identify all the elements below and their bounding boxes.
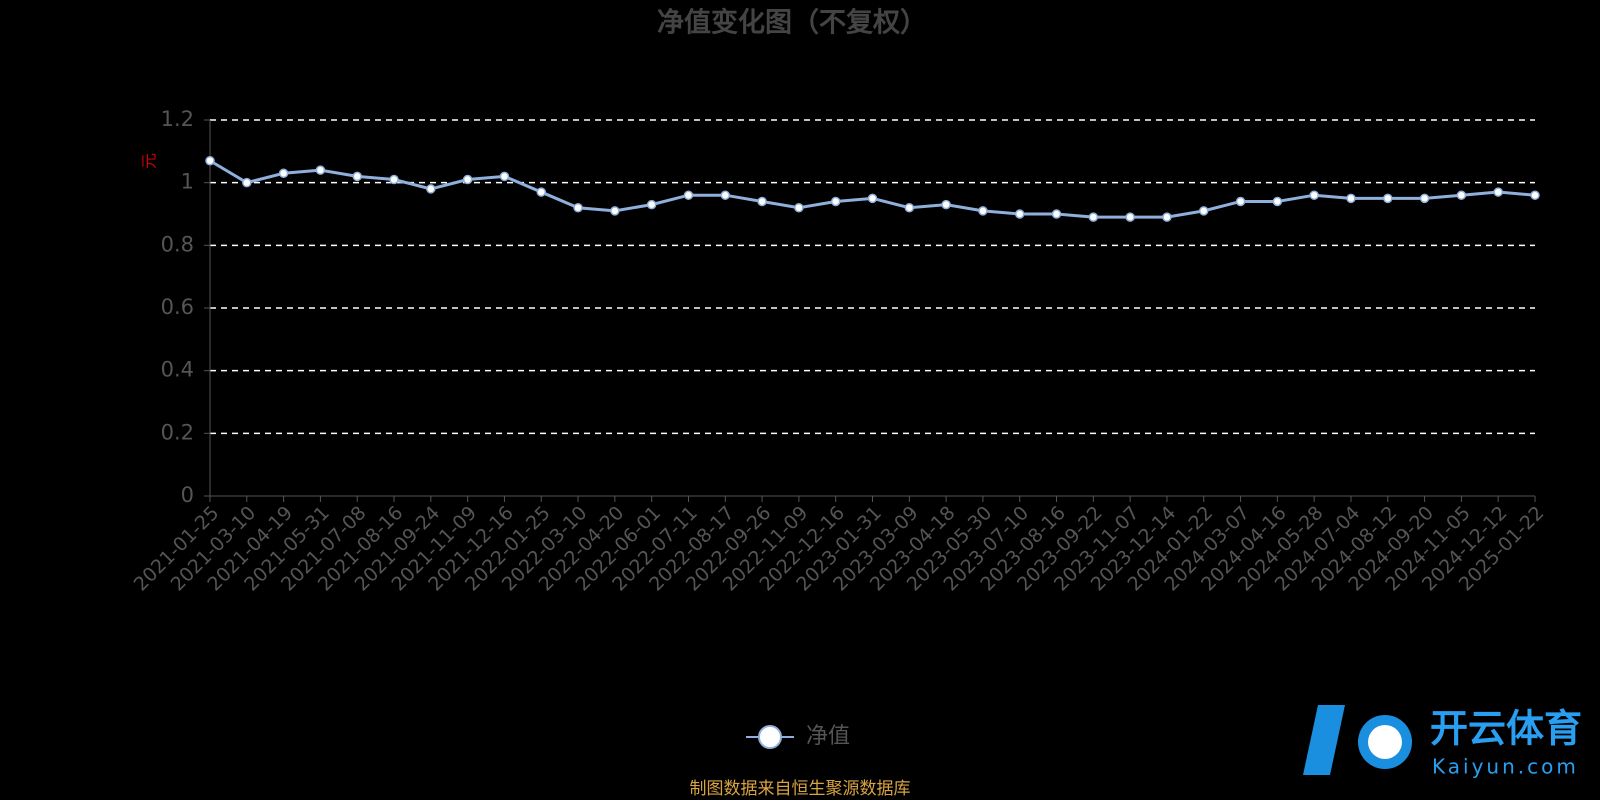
data-point <box>462 174 473 185</box>
data-point <box>1456 190 1467 200</box>
y-tick-label: 0.6 <box>161 295 194 319</box>
data-point <box>1088 212 1099 222</box>
watermark-site: Kaiyun.com <box>1432 755 1579 779</box>
logo-k <box>1303 705 1345 775</box>
data-point <box>352 171 362 182</box>
data-point <box>1530 190 1540 200</box>
y-tick-label: 1.2 <box>161 107 194 131</box>
data-point <box>1014 209 1025 219</box>
data-point <box>1235 196 1246 207</box>
data-point <box>794 202 804 213</box>
data-point <box>683 190 694 200</box>
data-point <box>646 199 657 210</box>
data-point <box>205 155 215 166</box>
y-tick-label: 0.2 <box>161 420 194 444</box>
data-point <box>904 202 915 213</box>
data-point <box>1051 209 1062 219</box>
y-axis-label: 元 <box>140 153 159 169</box>
y-tick-label: 0 <box>181 483 194 507</box>
data-point <box>499 171 510 182</box>
data-point <box>1309 190 1319 200</box>
data-point <box>536 187 546 197</box>
data-point <box>573 202 583 213</box>
data-point <box>1383 193 1393 204</box>
watermark: 开云体育 Kaiyun.com <box>1303 705 1582 779</box>
data-point <box>1493 187 1503 197</box>
data-point <box>1272 196 1283 207</box>
data-point <box>1199 206 1209 216</box>
legend-label: 净值 <box>806 724 850 749</box>
data-point <box>867 193 878 204</box>
data-point <box>242 177 252 188</box>
data-point <box>610 206 620 216</box>
y-tick-label: 0.8 <box>161 232 194 256</box>
data-point <box>426 184 436 194</box>
data-point <box>720 190 731 200</box>
data-point <box>941 199 951 210</box>
logo-ball-inner <box>1368 725 1402 759</box>
data-point <box>978 206 988 216</box>
y-tick-label: 1 <box>181 170 194 194</box>
legend-marker <box>758 725 782 749</box>
data-point <box>830 196 841 207</box>
data-point <box>1419 193 1430 204</box>
data-point <box>278 168 289 179</box>
data-point <box>757 196 767 207</box>
source-note: 制图数据来自恒生聚源数据库 <box>690 779 911 799</box>
watermark-brand: 开云体育 <box>1430 707 1582 751</box>
data-point <box>1346 193 1356 204</box>
chart-title: 净值变化图（不复权） <box>657 7 927 39</box>
data-point <box>315 165 326 175</box>
y-tick-label: 0.4 <box>161 358 194 382</box>
data-point <box>1125 212 1135 222</box>
data-point <box>1162 212 1172 222</box>
data-point <box>389 174 399 185</box>
